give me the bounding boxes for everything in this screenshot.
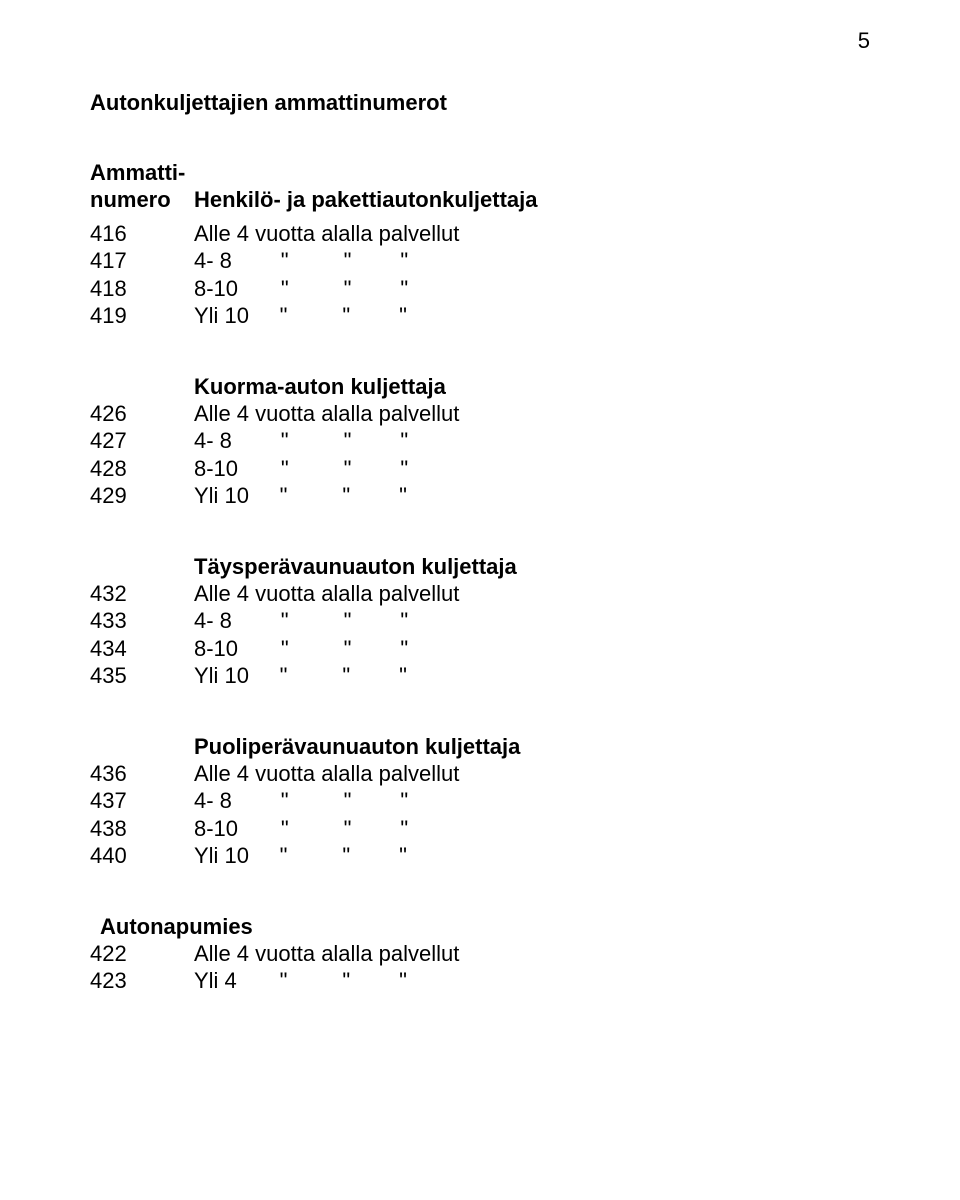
row-text: Alle 4 vuotta alalla palvellut: [194, 400, 870, 428]
row-text: Alle 4 vuotta alalla palvellut: [194, 580, 870, 608]
page-number: 5: [858, 28, 870, 54]
row-number: 440: [90, 842, 194, 870]
table-row: 435 Yli 10 " " ": [90, 662, 870, 690]
section-heading: Täysperävaunuauton kuljettaja: [194, 554, 870, 580]
table-row: 426 Alle 4 vuotta alalla palvellut: [90, 400, 870, 428]
row-text: Yli 10 " " ": [194, 482, 870, 510]
row-number: 435: [90, 662, 194, 690]
row-number: 433: [90, 607, 194, 635]
row-number: 417: [90, 247, 194, 275]
row-text: Alle 4 vuotta alalla palvellut: [194, 760, 870, 788]
row-number: 438: [90, 815, 194, 843]
row-text: 8-10 " " ": [194, 275, 870, 303]
row-number: 419: [90, 302, 194, 330]
section: Kuorma-auton kuljettaja 426 Alle 4 vuott…: [90, 374, 870, 510]
document-page: 5 Autonkuljettajien ammattinumerot Ammat…: [0, 0, 960, 1200]
table-row: 428 8-10 " " ": [90, 455, 870, 483]
section-heading: Kuorma-auton kuljettaja: [194, 374, 870, 400]
column-header: Ammatti- numero Henkilö- ja pakettiauton…: [90, 160, 870, 214]
table-row: 440 Yli 10 " " ": [90, 842, 870, 870]
row-number: 436: [90, 760, 194, 788]
section-heading: Puoliperävaunuauton kuljettaja: [194, 734, 870, 760]
table-row: 432 Alle 4 vuotta alalla palvellut: [90, 580, 870, 608]
row-number: 423: [90, 967, 194, 995]
table-row: 417 4- 8 " " ": [90, 247, 870, 275]
section: Autonapumies 422 Alle 4 vuotta alalla pa…: [90, 914, 870, 995]
table-row: 433 4- 8 " " ": [90, 607, 870, 635]
table-row: 434 8-10 " " ": [90, 635, 870, 663]
row-text: 8-10 " " ": [194, 635, 870, 663]
section-heading: Autonapumies: [100, 914, 870, 940]
row-text: 4- 8 " " ": [194, 247, 870, 275]
row-text: Yli 10 " " ": [194, 662, 870, 690]
row-number: 418: [90, 275, 194, 303]
row-text: 8-10 " " ": [194, 455, 870, 483]
row-number: 432: [90, 580, 194, 608]
table-row: 436 Alle 4 vuotta alalla palvellut: [90, 760, 870, 788]
row-text: Yli 4 " " ": [194, 967, 870, 995]
row-number: 429: [90, 482, 194, 510]
row-text: Yli 10 " " ": [194, 302, 870, 330]
page-title: Autonkuljettajien ammattinumerot: [90, 90, 870, 116]
row-number: 422: [90, 940, 194, 968]
row-text: 4- 8 " " ": [194, 787, 870, 815]
row-text: 4- 8 " " ": [194, 427, 870, 455]
table-row: 418 8-10 " " ": [90, 275, 870, 303]
row-text: Alle 4 vuotta alalla palvellut: [194, 220, 870, 248]
row-number: 437: [90, 787, 194, 815]
table-row: 423 Yli 4 " " ": [90, 967, 870, 995]
row-text: Yli 10 " " ": [194, 842, 870, 870]
row-text: Alle 4 vuotta alalla palvellut: [194, 940, 870, 968]
table-row: 427 4- 8 " " ": [90, 427, 870, 455]
table-row: 437 4- 8 " " ": [90, 787, 870, 815]
row-number: 428: [90, 455, 194, 483]
table-row: 429 Yli 10 " " ": [90, 482, 870, 510]
row-number: 416: [90, 220, 194, 248]
section: Puoliperävaunuauton kuljettaja 436 Alle …: [90, 734, 870, 870]
section-heading: Henkilö- ja pakettiautonkuljettaja: [194, 186, 870, 214]
row-text: 8-10 " " ": [194, 815, 870, 843]
column-header-line1: Ammatti-: [90, 160, 870, 186]
row-text: 4- 8 " " ": [194, 607, 870, 635]
table-row: 419 Yli 10 " " ": [90, 302, 870, 330]
table-row: 422 Alle 4 vuotta alalla palvellut: [90, 940, 870, 968]
row-number: 427: [90, 427, 194, 455]
section: Täysperävaunuauton kuljettaja 432 Alle 4…: [90, 554, 870, 690]
row-number: 426: [90, 400, 194, 428]
section: 416 Alle 4 vuotta alalla palvellut 417 4…: [90, 220, 870, 330]
table-row: 438 8-10 " " ": [90, 815, 870, 843]
column-header-line2: numero: [90, 186, 194, 214]
row-number: 434: [90, 635, 194, 663]
table-row: 416 Alle 4 vuotta alalla palvellut: [90, 220, 870, 248]
